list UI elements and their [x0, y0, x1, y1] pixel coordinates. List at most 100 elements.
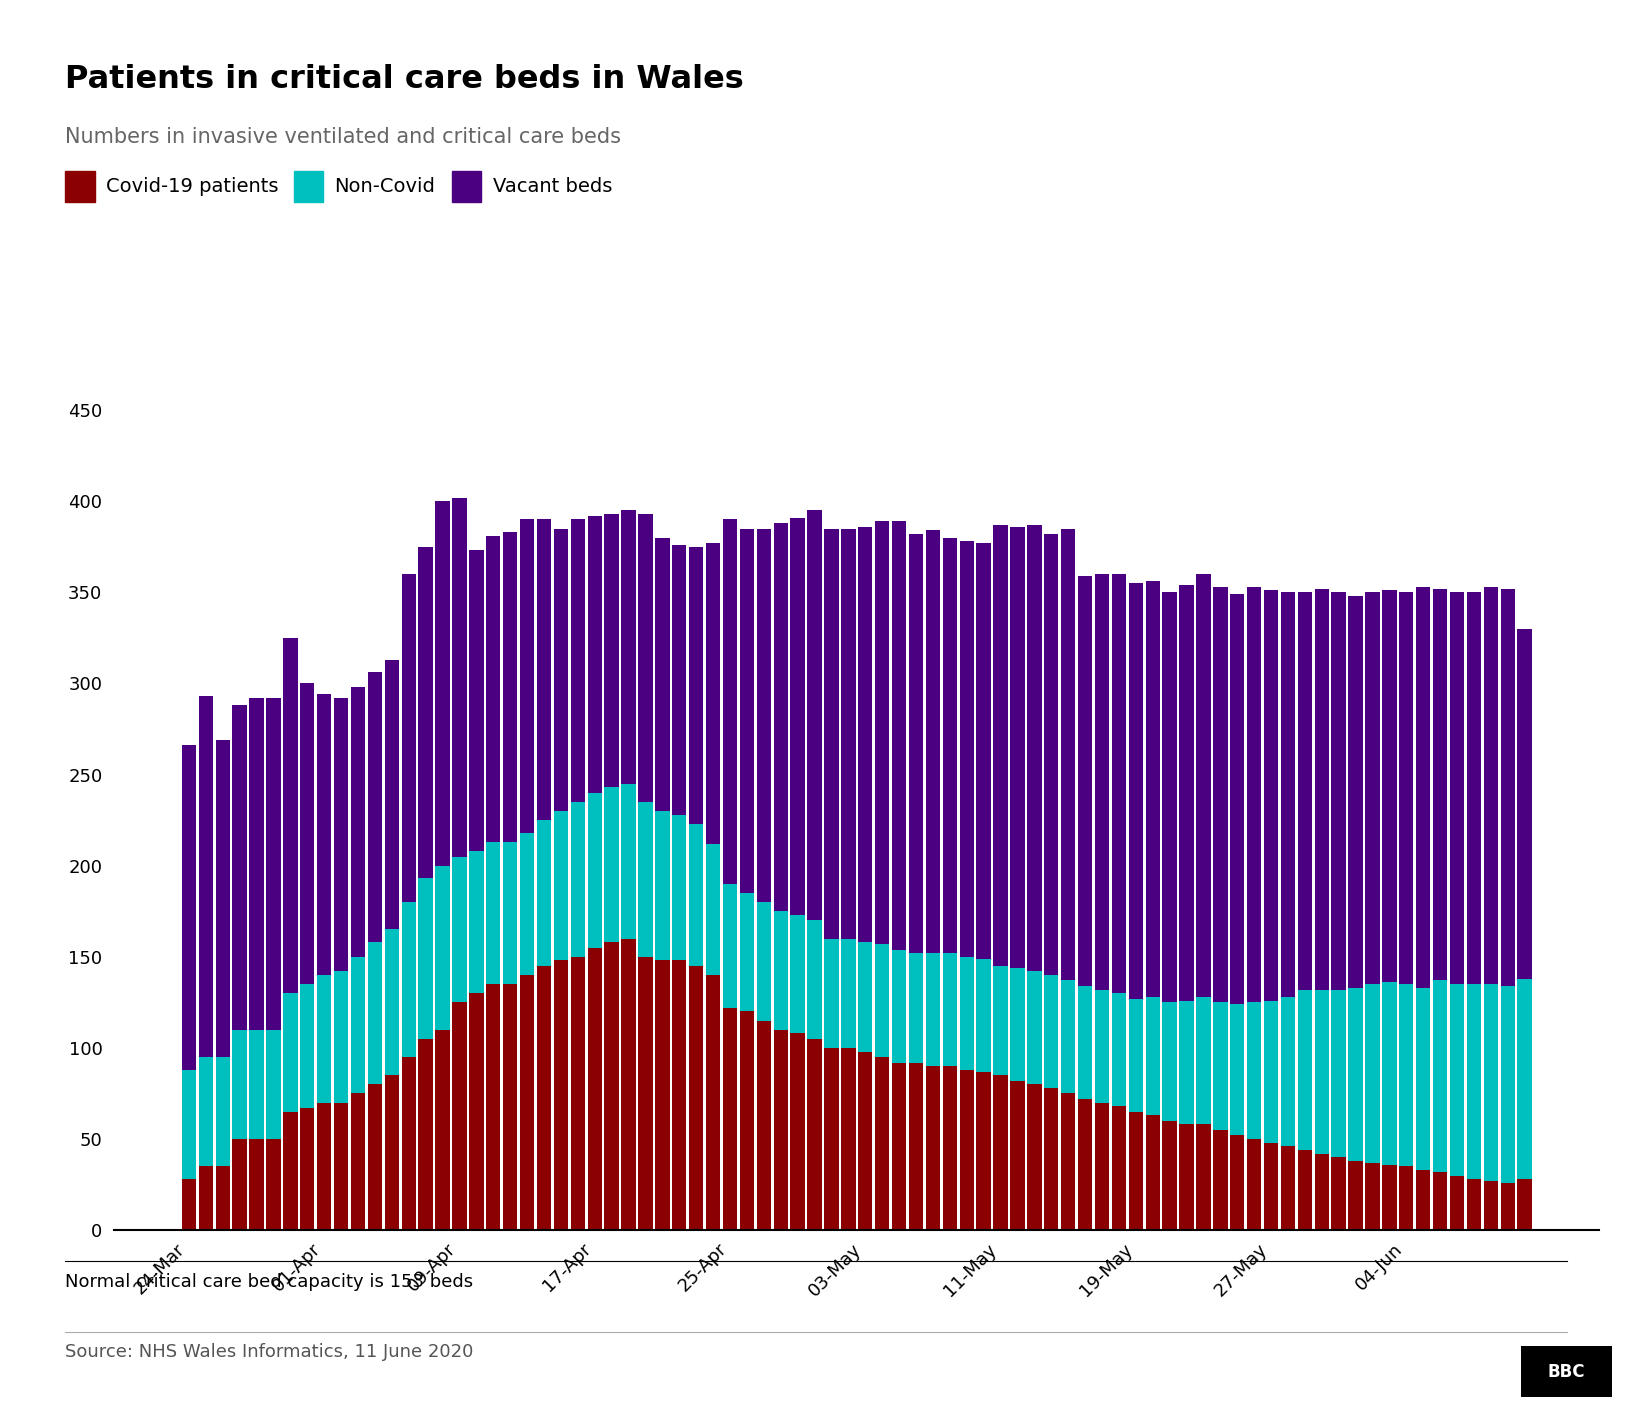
Bar — [994, 525, 1007, 966]
Bar — [604, 788, 619, 942]
Bar — [418, 547, 432, 878]
Bar — [1146, 581, 1160, 997]
Bar — [215, 1058, 230, 1167]
Bar — [1483, 1181, 1498, 1230]
Bar — [418, 878, 432, 1039]
Bar — [351, 957, 366, 1093]
Bar — [1433, 1172, 1448, 1230]
Text: Non-Covid: Non-Covid — [335, 177, 436, 197]
Bar — [1111, 993, 1126, 1106]
Bar — [284, 1111, 297, 1230]
Bar — [891, 522, 906, 950]
Bar — [689, 966, 703, 1230]
Bar — [553, 812, 568, 960]
Bar — [604, 942, 619, 1230]
Bar — [824, 1048, 839, 1230]
Bar — [1281, 997, 1296, 1147]
Bar — [181, 1070, 196, 1179]
Bar — [739, 894, 754, 1011]
Bar — [1315, 990, 1328, 1154]
Bar — [757, 529, 770, 902]
Bar — [1332, 592, 1346, 990]
Bar — [774, 911, 788, 1029]
Bar — [1180, 585, 1193, 1001]
Bar — [1129, 998, 1142, 1111]
Bar — [1449, 984, 1464, 1175]
Bar — [1061, 980, 1075, 1093]
Bar — [707, 844, 720, 976]
Bar — [1213, 1130, 1227, 1230]
Text: Numbers in invasive ventilated and critical care beds: Numbers in invasive ventilated and criti… — [65, 127, 622, 147]
Bar — [1366, 1162, 1379, 1230]
Bar — [723, 519, 738, 884]
Bar — [654, 960, 669, 1230]
Bar — [909, 1062, 924, 1230]
Bar — [757, 1021, 770, 1230]
Bar — [1213, 1003, 1227, 1130]
Bar — [1010, 1080, 1025, 1230]
Bar — [1146, 1116, 1160, 1230]
Bar — [1297, 1150, 1312, 1230]
Bar — [622, 939, 636, 1230]
Bar — [1382, 1165, 1397, 1230]
Bar — [1348, 595, 1363, 988]
Bar — [1044, 1087, 1059, 1230]
Bar — [638, 957, 653, 1230]
Bar — [521, 833, 534, 976]
Bar — [909, 953, 924, 1062]
Bar — [1281, 1147, 1296, 1230]
Bar — [824, 529, 839, 939]
Bar — [1348, 1161, 1363, 1230]
Bar — [1483, 984, 1498, 1181]
Bar — [1077, 575, 1092, 986]
Bar — [300, 683, 315, 984]
Bar — [1332, 1157, 1346, 1230]
Bar — [266, 1140, 281, 1230]
Bar — [1281, 592, 1296, 997]
Bar — [840, 529, 855, 939]
Bar — [1467, 984, 1482, 1179]
Bar — [335, 1103, 348, 1230]
Bar — [707, 976, 720, 1230]
Bar — [1263, 1001, 1278, 1143]
Bar — [858, 1052, 873, 1230]
Bar — [250, 1140, 264, 1230]
Bar — [537, 519, 552, 820]
Bar — [723, 1008, 738, 1230]
Bar — [1095, 1103, 1110, 1230]
Bar — [1433, 588, 1448, 980]
Bar — [689, 824, 703, 966]
Bar — [1247, 1003, 1262, 1140]
Text: Source: NHS Wales Informatics, 11 June 2020: Source: NHS Wales Informatics, 11 June 2… — [65, 1343, 473, 1362]
Bar — [976, 1072, 991, 1230]
Bar — [351, 687, 366, 957]
Bar — [824, 939, 839, 1048]
Bar — [1061, 1093, 1075, 1230]
Bar — [943, 1066, 956, 1230]
Bar — [1111, 574, 1126, 993]
Bar — [385, 660, 398, 929]
Bar — [266, 699, 281, 1029]
Bar — [790, 1034, 805, 1230]
Bar — [1483, 587, 1498, 984]
Bar — [808, 921, 823, 1039]
Bar — [1417, 587, 1430, 988]
Bar — [367, 673, 382, 942]
Bar — [1518, 629, 1532, 978]
Bar — [1095, 574, 1110, 990]
Text: Vacant beds: Vacant beds — [493, 177, 612, 197]
Bar — [1196, 1124, 1211, 1230]
Bar — [1162, 1121, 1177, 1230]
Bar — [1162, 592, 1177, 1003]
Bar — [1518, 1179, 1532, 1230]
Text: BBC: BBC — [1549, 1363, 1585, 1380]
Bar — [790, 518, 805, 915]
Bar — [486, 984, 501, 1230]
Bar — [317, 1103, 331, 1230]
Bar — [284, 993, 297, 1111]
Bar — [486, 536, 501, 841]
Bar — [1366, 984, 1379, 1162]
Bar — [960, 1070, 974, 1230]
Bar — [468, 851, 483, 993]
Bar — [486, 841, 501, 984]
